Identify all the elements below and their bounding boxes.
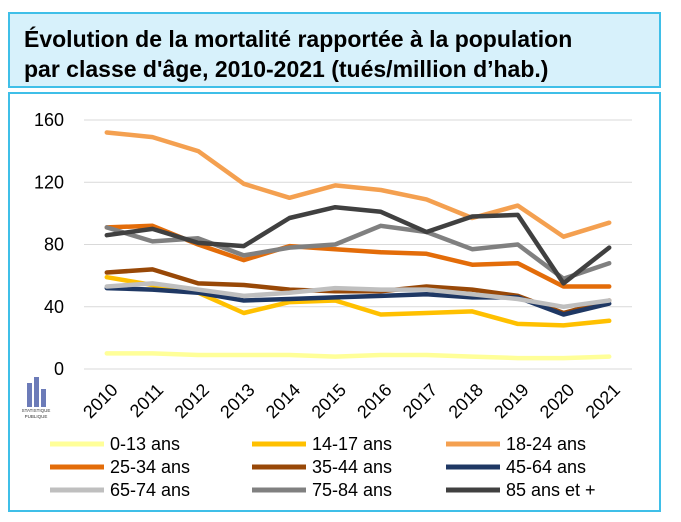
legend-item: 75-84 ans bbox=[252, 480, 392, 500]
legend-label: 35-44 ans bbox=[312, 457, 392, 477]
logo-text-top: STATISTIQUE bbox=[22, 408, 51, 413]
legend-label: 18-24 ans bbox=[506, 434, 586, 454]
cropped-top-text bbox=[0, 0, 200, 6]
statistique-publique-logo: STATISTIQUE PUBLIQUE bbox=[22, 377, 51, 419]
legend-item: 18-24 ans bbox=[446, 434, 586, 454]
x-tick-label: 2013 bbox=[216, 380, 258, 422]
legend-label: 14-17 ans bbox=[312, 434, 392, 454]
x-tick-label: 2021 bbox=[582, 380, 624, 422]
x-tick-label: 2015 bbox=[308, 380, 350, 422]
legend-label: 75-84 ans bbox=[312, 480, 392, 500]
legend-item: 14-17 ans bbox=[252, 434, 392, 454]
chart-panel: 0 40 80 120 160 2010 2011 2012 2013 2014 2015 2016… bbox=[8, 92, 661, 512]
chart-title-line-2: par classe d'âge, 2010-2021 (tués/millio… bbox=[24, 56, 549, 82]
x-tick-label: 2018 bbox=[445, 380, 487, 422]
y-tick-label: 0 bbox=[54, 359, 64, 379]
legend-item: 65-74 ans bbox=[50, 480, 190, 500]
legend-label: 25-34 ans bbox=[110, 457, 190, 477]
series-line bbox=[104, 130, 612, 239]
series-line bbox=[104, 281, 612, 310]
x-tick-label: 2010 bbox=[79, 380, 121, 422]
x-tick-label: 2012 bbox=[171, 380, 213, 422]
x-tick-label: 2016 bbox=[353, 380, 395, 422]
y-tick-label: 160 bbox=[34, 110, 64, 130]
legend-item: 25-34 ans bbox=[50, 457, 190, 477]
series-line bbox=[104, 204, 612, 286]
y-tick-label: 40 bbox=[44, 297, 64, 317]
line-chart: 0 40 80 120 160 2010 2011 2012 2013 2014 2015 2016… bbox=[22, 110, 632, 500]
legend-label: 65-74 ans bbox=[110, 480, 190, 500]
legend-label: 0-13 ans bbox=[110, 434, 180, 454]
legend-item: 35-44 ans bbox=[252, 457, 392, 477]
x-tick-label: 2019 bbox=[490, 380, 532, 422]
y-axis-ticks: 0 40 80 120 160 bbox=[34, 110, 64, 379]
legend-item: 45-64 ans bbox=[446, 457, 586, 477]
legend-label: 45-64 ans bbox=[506, 457, 586, 477]
series-lines bbox=[104, 130, 612, 361]
gridlines bbox=[84, 119, 632, 370]
y-tick-label: 80 bbox=[44, 235, 64, 255]
legend: 0-13 ans 14-17 ans 18-24 ans 25-34 ans 35-44… bbox=[50, 434, 596, 500]
x-axis-ticks: 2010 2011 2012 2013 2014 2015 2016 2017 2018 2019… bbox=[79, 380, 624, 422]
x-tick-label: 2017 bbox=[399, 380, 441, 422]
chart-title-line-1: Évolution de la mortalité rapportée à la… bbox=[24, 26, 573, 52]
legend-item: 0-13 ans bbox=[50, 434, 180, 454]
legend-item: 85 ans et + bbox=[446, 480, 596, 500]
y-tick-label: 120 bbox=[34, 172, 64, 192]
chart-title-box: Évolution de la mortalité rapportée à la… bbox=[8, 12, 661, 88]
x-tick-label: 2011 bbox=[126, 380, 168, 422]
legend-label: 85 ans et + bbox=[506, 480, 596, 500]
series-line bbox=[104, 351, 612, 361]
x-tick-label: 2020 bbox=[536, 380, 578, 422]
logo-text-bottom: PUBLIQUE bbox=[25, 414, 48, 419]
x-tick-label: 2014 bbox=[262, 380, 304, 422]
